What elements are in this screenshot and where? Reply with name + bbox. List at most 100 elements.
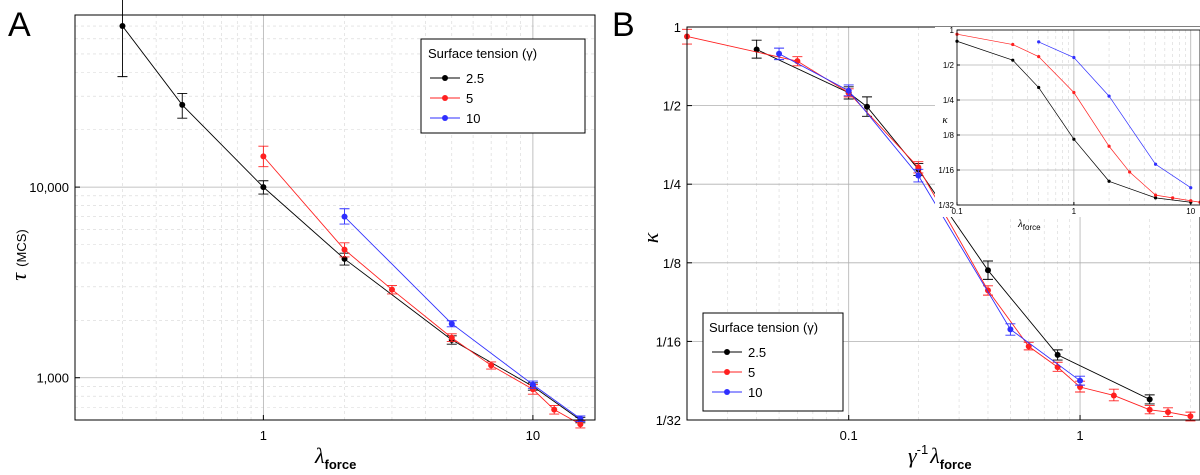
y-tick-label: 1,000 <box>36 371 69 386</box>
legend-marker-5 <box>724 369 730 375</box>
data-point-10 <box>1107 94 1111 98</box>
series-line-5 <box>686 36 1191 417</box>
legend-label-2.5: 2.5 <box>466 71 484 86</box>
data-point-5 <box>1054 364 1061 371</box>
y-tick-label: 1/4 <box>663 177 681 192</box>
y-tick-label: 1 <box>950 26 955 35</box>
data-point-10 <box>529 381 536 388</box>
data-point-2.5 <box>984 267 991 274</box>
inset-xlabel: λforce <box>1017 218 1041 232</box>
data-point-2.5 <box>179 101 186 108</box>
chart-panel-a: A 1 10 1,000 10,000 λforce τ(MCS) Surface t… <box>6 0 596 472</box>
data-point-5 <box>1072 90 1076 95</box>
data-point-2.5 <box>753 46 760 53</box>
panel-b-letter: B <box>612 6 635 44</box>
legend-label-5: 5 <box>748 365 755 380</box>
data-point-10 <box>1077 377 1084 384</box>
data-point-2.5 <box>1037 85 1041 90</box>
panel-a-letter: A <box>8 6 31 44</box>
legend-marker-10 <box>442 115 448 121</box>
series-line-5 <box>263 156 581 425</box>
x-tick-label: 1 <box>260 428 267 443</box>
y-tick-label: 1 <box>674 20 681 35</box>
data-point-2.5 <box>1146 396 1153 403</box>
panel-b-ticks: 0.1 1 1 1/2 1/4 1/8 1/16 1/32 <box>656 20 1084 443</box>
panel-b-inset: 0.1 1 10 1 1/2 1/4 1/8 1/16 1/32 λforce κ <box>935 26 1200 232</box>
legend-label-5: 5 <box>466 91 473 106</box>
inset-marks <box>955 32 1200 204</box>
data-point-5 <box>1110 392 1117 399</box>
panel-a-xlabel: λforce <box>314 443 356 472</box>
x-tick-label: 0.1 <box>951 207 963 216</box>
y-tick-label: 1/32 <box>656 413 681 428</box>
panel-a-legend-box <box>420 38 586 134</box>
panel-b-legend: Surface tension (γ) 2.5 5 10 <box>702 312 844 412</box>
legend-label-10: 10 <box>466 111 480 126</box>
panel-b-ylabel: κ <box>638 232 663 243</box>
legend-label-2.5: 2.5 <box>748 345 766 360</box>
data-point-5 <box>1187 413 1194 420</box>
data-point-5 <box>1189 199 1193 203</box>
svg-text:τ(MCS): τ(MCS) <box>6 229 31 280</box>
data-point-5 <box>551 406 558 413</box>
x-tick-label: 1 <box>1072 207 1077 216</box>
legend-marker-5 <box>442 95 448 101</box>
data-point-5 <box>388 286 395 293</box>
data-point-5 <box>1011 42 1015 47</box>
panel-a-legend: Surface tension (γ) 2.5 5 10 <box>420 38 586 134</box>
data-point-10 <box>577 415 584 422</box>
svg-text:κ: κ <box>638 232 663 243</box>
panel-a-ylabel: τ(MCS) <box>6 229 31 280</box>
data-point-5 <box>341 246 348 253</box>
data-point-2.5 <box>1054 351 1061 358</box>
data-point-10 <box>915 172 922 179</box>
data-point-2.5 <box>119 23 126 30</box>
data-point-10 <box>341 213 348 220</box>
panel-a-legend-items: 2.5 5 10 <box>430 71 484 126</box>
data-point-2.5 <box>864 103 871 110</box>
panel-b-xlabel: γ-1λforce <box>908 442 972 472</box>
data-point-10 <box>776 50 783 57</box>
inset-background <box>935 27 1200 217</box>
data-point-5 <box>1146 406 1153 413</box>
panel-a-ticks: 1 10 1,000 10,000 <box>29 180 540 443</box>
data-point-5 <box>1107 144 1111 148</box>
legend-marker-2.5 <box>442 75 448 81</box>
panel-a-legend-title: Surface tension (γ) <box>428 46 537 61</box>
data-point-2.5 <box>1153 196 1158 200</box>
panel-b-marks <box>682 28 1196 422</box>
data-point-5 <box>1128 170 1132 174</box>
data-point-10 <box>1007 326 1014 333</box>
error-bar-2.5 <box>117 0 128 78</box>
data-point-5 <box>448 334 455 341</box>
legend-marker-2.5 <box>724 349 730 355</box>
x-tick-label: 1 <box>1076 428 1083 443</box>
y-tick-label: 1/2 <box>943 61 955 70</box>
data-point-5 <box>577 421 584 428</box>
chart-panel-b: B 0.1 1 1 1/2 1/4 1/8 1/16 1/32 γ-1λforce κ Sur… <box>612 6 1200 472</box>
y-tick-label: 1/2 <box>663 99 681 114</box>
data-point-5 <box>1025 343 1032 350</box>
data-point-10 <box>845 87 852 94</box>
data-point-10 <box>1037 40 1041 44</box>
data-point-2.5 <box>1011 58 1015 62</box>
panel-a-plot-frame <box>74 14 596 421</box>
panel-a-marks <box>117 0 586 429</box>
data-point-5 <box>1165 409 1172 416</box>
data-point-10 <box>448 320 455 327</box>
x-tick-label: 10 <box>526 428 540 443</box>
y-tick-label: 1/4 <box>943 96 955 105</box>
data-point-5 <box>529 386 536 393</box>
y-tick-label: 1/16 <box>656 334 681 349</box>
y-tick-label: 1/8 <box>663 256 681 271</box>
x-tick-label: 0.1 <box>840 428 858 443</box>
data-point-10 <box>1153 162 1158 166</box>
data-point-5 <box>260 153 267 160</box>
inset-ticks: 0.1 1 10 1 1/2 1/4 1/8 1/16 1/32 <box>938 26 1195 216</box>
legend-marker-10 <box>724 389 730 395</box>
data-point-5 <box>1037 55 1041 59</box>
y-tick-label: 10,000 <box>29 180 69 195</box>
data-point-5 <box>488 362 495 369</box>
series-line-10 <box>344 216 581 419</box>
